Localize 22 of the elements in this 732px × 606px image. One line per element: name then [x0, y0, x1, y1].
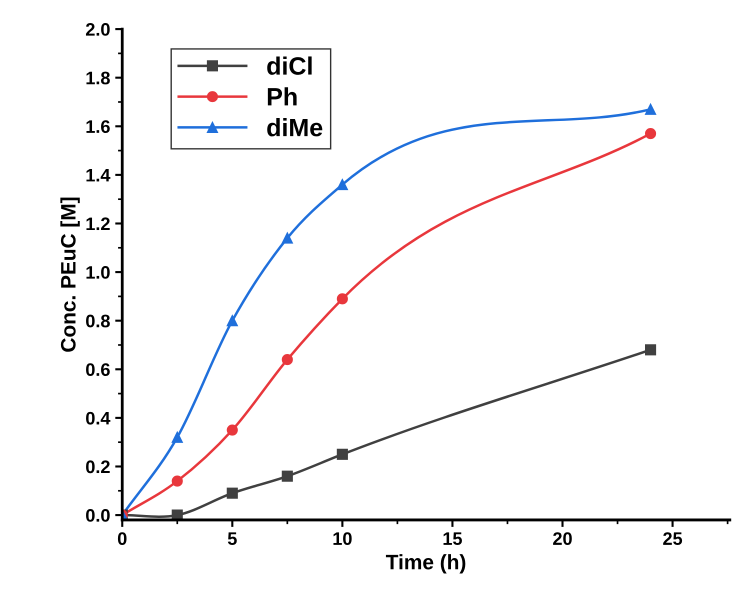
- x-tick-label: 5: [228, 532, 237, 546]
- legend-label: diCl: [267, 56, 312, 75]
- legend-label: diMe: [267, 118, 322, 136]
- x-tick-label: 20: [553, 532, 572, 546]
- y-tick-label: 0.6: [86, 363, 110, 376]
- y-tick-label: 0.8: [86, 314, 110, 328]
- y-axis-title: Conc. PEuC [M]: [60, 198, 80, 352]
- y-tick-label: 0.0: [86, 509, 110, 522]
- y-tick-label: 1.2: [86, 217, 110, 230]
- y-tick-label: 1.4: [86, 169, 110, 182]
- y-tick-label: 0.4: [86, 412, 110, 425]
- x-tick-label: 10: [333, 532, 352, 546]
- y-tick-label: 1.8: [86, 72, 110, 84]
- y-tick-label: 1.6: [86, 120, 110, 134]
- x-tick-label: 15: [444, 532, 462, 546]
- x-tick-label: 0: [118, 532, 127, 546]
- x-tick-label: 25: [663, 532, 682, 546]
- y-tick-label: 2.0: [86, 23, 110, 36]
- legend-label: Ph: [268, 87, 297, 106]
- y-tick-label: 0.2: [86, 460, 110, 474]
- x-axis-title: Time (h): [386, 554, 466, 574]
- y-tick-label: 1.0: [86, 266, 110, 279]
